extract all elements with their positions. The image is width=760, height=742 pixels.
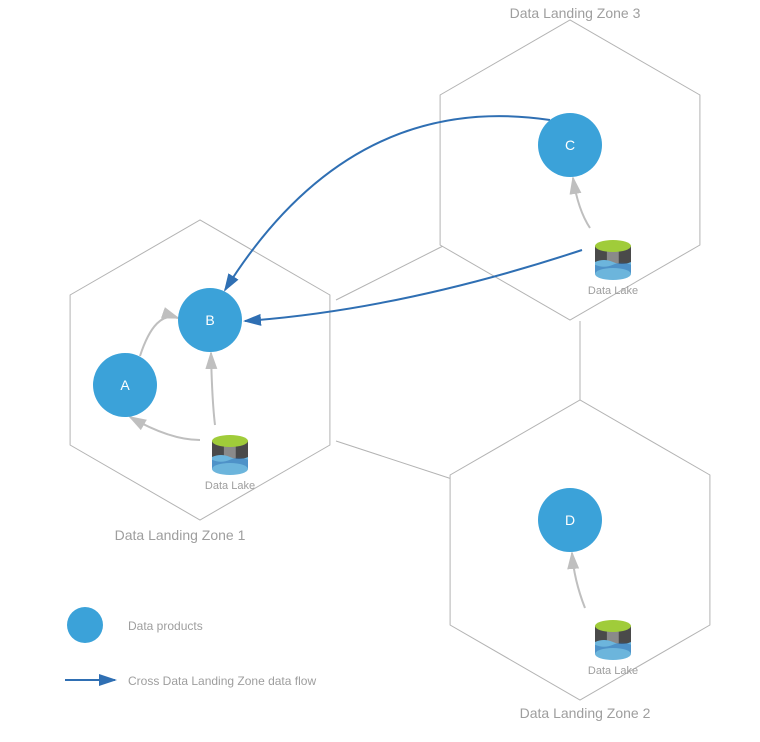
data-lake-label-2: Data Lake — [588, 665, 638, 677]
legend-products-label: Data products — [128, 619, 203, 633]
zone-title-zone3: Data Landing Zone 3 — [510, 5, 641, 21]
data-lake-icon-1: Data Lake — [588, 240, 638, 297]
product-node-label-D: D — [565, 512, 575, 528]
zone-connector — [336, 441, 455, 480]
data-lake-icon-0: Data Lake — [205, 435, 255, 492]
zone-title-zone2: Data Landing Zone 2 — [520, 705, 651, 721]
legend-flow-label: Cross Data Landing Zone data flow — [128, 674, 316, 688]
data-lake-icon-2: Data Lake — [588, 620, 638, 677]
product-node-label-A: A — [120, 377, 130, 393]
zone-title-zone1: Data Landing Zone 1 — [115, 527, 246, 543]
legend-products-icon — [67, 607, 103, 643]
product-node-label-B: B — [205, 312, 214, 328]
product-node-label-C: C — [565, 137, 575, 153]
zone-connector — [336, 245, 445, 300]
data-lake-label-0: Data Lake — [205, 480, 255, 492]
data-lake-label-1: Data Lake — [588, 285, 638, 297]
